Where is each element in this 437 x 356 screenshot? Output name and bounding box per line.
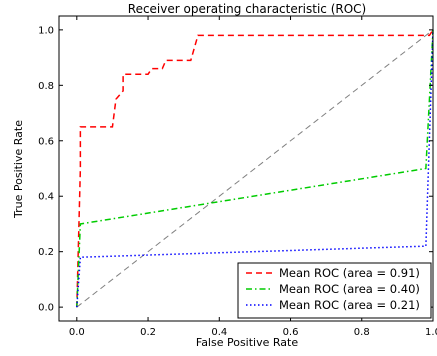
y-tick-label: 0.4 — [38, 192, 54, 203]
x-tick-label: 0.0 — [69, 327, 85, 338]
legend-label-3: Mean ROC (area = 0.21) — [279, 298, 420, 312]
series-line-3 — [76, 29, 434, 308]
x-tick-label: 0.4 — [211, 327, 227, 338]
y-tick-label: 0.0 — [38, 303, 54, 314]
x-axis-label: False Positive Rate — [196, 336, 298, 349]
x-tick-label: 0.8 — [354, 327, 370, 338]
reference-diagonal-line — [76, 29, 434, 308]
legend-label-1: Mean ROC (area = 0.91) — [279, 266, 420, 280]
legend-box — [237, 262, 432, 319]
legend-label-2: Mean ROC (area = 0.40) — [279, 282, 420, 296]
y-tick-label: 0.6 — [38, 136, 54, 147]
x-axis: 0.0 0.2 0.4 0.6 0.8 1.0 — [69, 16, 437, 338]
plot-frame — [58, 15, 434, 322]
x-tick-label: 0.6 — [283, 327, 299, 338]
y-tick-label: 0.8 — [38, 81, 54, 92]
plot-area — [76, 29, 434, 308]
y-axis-label: True Positive Rate — [12, 120, 25, 219]
series-line-1 — [76, 29, 434, 308]
x-tick-label: 0.2 — [140, 327, 156, 338]
y-tick-label: 1.0 — [38, 25, 54, 36]
series-line-2 — [76, 29, 434, 308]
chart-title: Receiver operating characteristic (ROC) — [128, 2, 366, 16]
y-tick-label: 0.2 — [38, 247, 54, 258]
y-axis: 0.0 0.2 0.4 0.6 0.8 1.0 — [38, 25, 433, 314]
x-tick-label: 1.0 — [425, 327, 437, 338]
legend: Mean ROC (area = 0.91) Mean ROC (area = 0… — [237, 262, 432, 319]
